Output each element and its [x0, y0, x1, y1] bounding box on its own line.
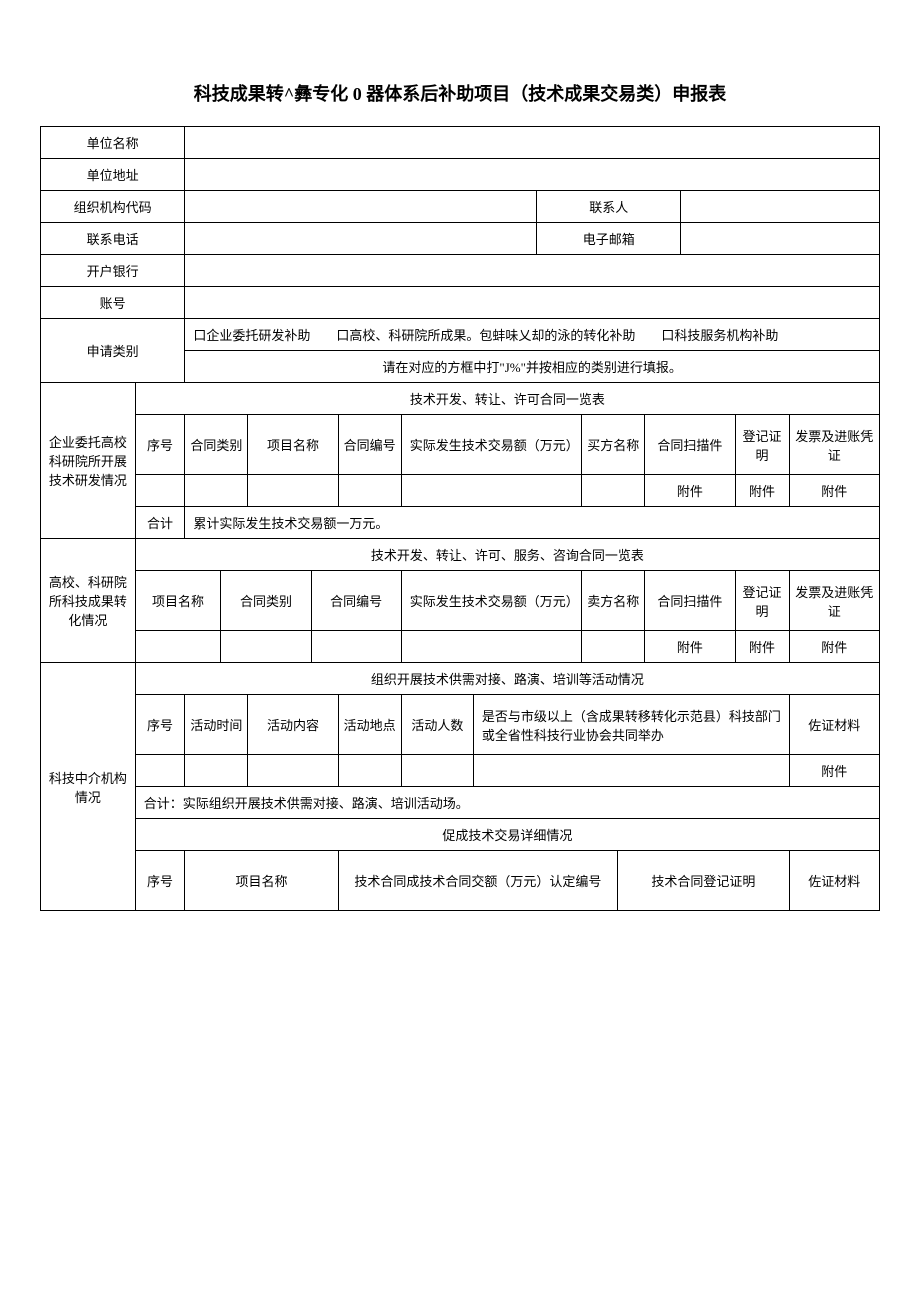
- s3-row-material[interactable]: 附件: [789, 755, 879, 787]
- label-bank: 开户银行: [41, 255, 185, 287]
- s1-row-cert[interactable]: 附件: [735, 475, 789, 507]
- s3b-header-material: 佐证材料: [789, 851, 879, 911]
- s2-row-seller[interactable]: [582, 631, 645, 663]
- field-bank[interactable]: [185, 255, 880, 287]
- s1-header-project-name: 项目名称: [248, 415, 338, 475]
- label-section2: 高校、科研院所科技成果转化情况: [41, 539, 136, 663]
- s1-header-scan: 合同扫描件: [645, 415, 735, 475]
- label-apply-category: 申请类别: [41, 319, 185, 383]
- s1-row-contract-type[interactable]: [185, 475, 248, 507]
- s1-header-seq: 序号: [135, 415, 185, 475]
- field-email[interactable]: [681, 223, 880, 255]
- s3-row-content[interactable]: [248, 755, 338, 787]
- s3-header-coorg: 是否与市级以上（含成果转移转化示范县）科技部门或全省性科技行业协会共同举办: [473, 695, 789, 755]
- s1-row-amount[interactable]: [401, 475, 581, 507]
- s2-header-project-name: 项目名称: [135, 571, 221, 631]
- s2-row-amount[interactable]: [401, 631, 581, 663]
- s1-header-cert: 登记证明: [735, 415, 789, 475]
- s3-header-seq: 序号: [135, 695, 185, 755]
- s1-row-project-name[interactable]: [248, 475, 338, 507]
- s2-row-cert[interactable]: 附件: [735, 631, 789, 663]
- s3b-header-cert: 技术合同登记证明: [618, 851, 789, 911]
- s3-header-people: 活动人数: [401, 695, 473, 755]
- s2-header-seller: 卖方名称: [582, 571, 645, 631]
- field-account[interactable]: [185, 287, 880, 319]
- apply-options[interactable]: 口企业委托研发补助 口高校、科研院所成果。包蚌味乂却的泳的转化补助 口科技服务机…: [185, 319, 880, 351]
- field-unit-name[interactable]: [185, 127, 880, 159]
- label-phone: 联系电话: [41, 223, 185, 255]
- s3-header-place: 活动地点: [338, 695, 401, 755]
- page-title: 科技成果转^彝专化 0 器体系后补助项目（技术成果交易类）申报表: [40, 80, 880, 106]
- s3-total-text: 合计：实际组织开展技术供需对接、路演、培训活动场。: [135, 787, 879, 819]
- label-email: 电子邮箱: [537, 223, 681, 255]
- s1-total-label: 合计: [135, 507, 185, 539]
- s1-header-buyer: 买方名称: [582, 415, 645, 475]
- field-unit-address[interactable]: [185, 159, 880, 191]
- s3-header-time: 活动时间: [185, 695, 248, 755]
- field-org-code[interactable]: [185, 191, 537, 223]
- label-unit-name: 单位名称: [41, 127, 185, 159]
- s1-row-seq[interactable]: [135, 475, 185, 507]
- s1-row-scan[interactable]: 附件: [645, 475, 735, 507]
- s1-row-invoice[interactable]: 附件: [789, 475, 879, 507]
- s2-header-scan: 合同扫描件: [645, 571, 735, 631]
- s1-header-contract-type: 合同类别: [185, 415, 248, 475]
- s3-row-people[interactable]: [401, 755, 473, 787]
- label-contact-person: 联系人: [537, 191, 681, 223]
- s2-header-contract-type: 合同类别: [221, 571, 311, 631]
- s2-row-contract-type[interactable]: [221, 631, 311, 663]
- s1-header-invoice: 发票及进账凭证: [789, 415, 879, 475]
- label-account: 账号: [41, 287, 185, 319]
- section2-title: 技术开发、转让、许可、服务、咨询合同一览表: [135, 539, 879, 571]
- field-phone[interactable]: [185, 223, 537, 255]
- s1-total-text: 累计实际发生技术交易额一万元。: [185, 507, 880, 539]
- s2-row-scan[interactable]: 附件: [645, 631, 735, 663]
- s3b-header-project-name: 项目名称: [185, 851, 338, 911]
- s1-row-contract-no[interactable]: [338, 475, 401, 507]
- s2-row-project-name[interactable]: [135, 631, 221, 663]
- s2-header-cert: 登记证明: [735, 571, 789, 631]
- s2-row-invoice[interactable]: 附件: [789, 631, 879, 663]
- s1-row-buyer[interactable]: [582, 475, 645, 507]
- label-org-code: 组织机构代码: [41, 191, 185, 223]
- section1-title: 技术开发、转让、许可合同一览表: [135, 383, 879, 415]
- s2-header-amount: 实际发生技术交易额（万元）: [401, 571, 581, 631]
- s2-row-contract-no[interactable]: [311, 631, 401, 663]
- s3-header-material: 佐证材料: [789, 695, 879, 755]
- field-contact-person[interactable]: [681, 191, 880, 223]
- s3-row-time[interactable]: [185, 755, 248, 787]
- s3b-header-seq: 序号: [135, 851, 185, 911]
- label-section3: 科技中介机构情况: [41, 663, 136, 911]
- s1-header-amount: 实际发生技术交易额（万元）: [401, 415, 581, 475]
- s2-header-invoice: 发票及进账凭证: [789, 571, 879, 631]
- application-form-table: 单位名称 单位地址 组织机构代码 联系人 联系电话 电子邮箱 开户银行: [40, 126, 880, 911]
- s3b-header-contract: 技术合同成技术合同交额（万元）认定编号: [338, 851, 618, 911]
- s3-row-seq[interactable]: [135, 755, 185, 787]
- s2-header-contract-no: 合同编号: [311, 571, 401, 631]
- section3-title: 组织开展技术供需对接、路演、培训等活动情况: [135, 663, 879, 695]
- label-unit-address: 单位地址: [41, 159, 185, 191]
- s3-header-content: 活动内容: [248, 695, 338, 755]
- apply-note: 请在对应的方框中打"J%"并按相应的类别进行填报。: [185, 351, 880, 383]
- label-section1: 企业委托高校科研院所开展技术研发情况: [41, 383, 136, 539]
- s3-row-place[interactable]: [338, 755, 401, 787]
- section3b-title: 促成技术交易详细情况: [135, 819, 879, 851]
- s3-row-coorg[interactable]: [473, 755, 789, 787]
- s1-header-contract-no: 合同编号: [338, 415, 401, 475]
